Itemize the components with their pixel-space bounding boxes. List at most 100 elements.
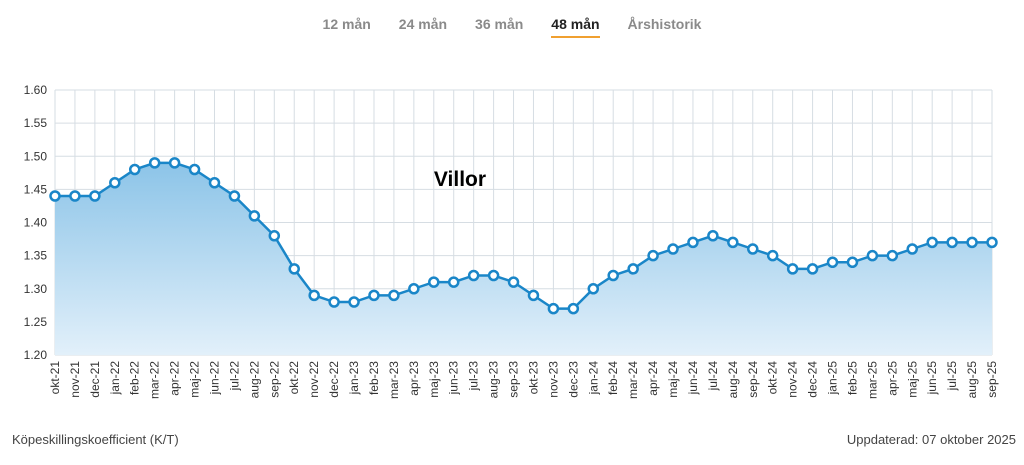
data-point[interactable]: [328, 296, 340, 308]
data-point[interactable]: [148, 157, 161, 169]
data-point[interactable]: [487, 269, 500, 282]
footer-metric-label: Köpeskillingskoefficient (K/T): [12, 432, 179, 447]
data-point[interactable]: [368, 289, 380, 302]
footer-updated: Uppdaterad: 07 oktober 2025: [846, 432, 1016, 447]
x-axis: okt-21 nov-21 dec-21 jan-22 feb-22 mar-22 apr-…: [48, 361, 999, 399]
x-tick-label: okt-22: [287, 361, 301, 395]
data-point[interactable]: [228, 190, 241, 202]
x-tick-label: feb-24: [606, 361, 620, 395]
data-point[interactable]: [547, 302, 560, 315]
data-point[interactable]: [308, 289, 320, 302]
x-tick-label: sep-22: [267, 361, 281, 398]
data-point[interactable]: [747, 243, 759, 255]
y-tick-label: 1.45: [24, 182, 48, 196]
data-point[interactable]: [467, 269, 480, 282]
data-point[interactable]: [766, 249, 779, 262]
x-tick-label: jun-25: [925, 361, 939, 396]
data-point[interactable]: [627, 263, 639, 275]
data-point[interactable]: [208, 177, 221, 189]
data-point[interactable]: [727, 236, 739, 249]
data-point[interactable]: [69, 190, 81, 202]
data-point[interactable]: [348, 296, 360, 308]
x-tick-label: jan-23: [347, 361, 361, 396]
tab-arshistorik[interactable]: Årshistorik: [627, 16, 702, 32]
tab-24-man[interactable]: 24 mån: [398, 16, 448, 32]
x-tick-label: sep-24: [746, 361, 760, 398]
data-point[interactable]: [647, 249, 659, 262]
x-tick-label: sep-23: [507, 361, 521, 398]
data-point[interactable]: [447, 276, 460, 288]
data-point[interactable]: [866, 249, 879, 262]
x-tick-label: apr-24: [646, 361, 660, 396]
data-point[interactable]: [926, 236, 938, 249]
y-tick-label: 1.40: [24, 216, 48, 230]
data-point[interactable]: [268, 230, 281, 242]
data-point[interactable]: [248, 210, 261, 222]
data-point[interactable]: [946, 236, 958, 249]
x-tick-label: maj-22: [188, 361, 202, 398]
y-tick-label: 1.50: [24, 149, 48, 163]
tab-36-man[interactable]: 36 mån: [475, 16, 524, 32]
x-tick-label: dec-22: [327, 361, 341, 398]
y-tick-label: 1.35: [24, 249, 48, 263]
x-tick-label: okt-23: [526, 361, 540, 395]
x-tick-label: maj-23: [427, 361, 441, 398]
x-tick-label: feb-22: [128, 361, 142, 395]
data-point[interactable]: [607, 269, 619, 282]
data-point[interactable]: [188, 163, 201, 176]
x-tick-label: okt-24: [766, 361, 780, 395]
x-tick-label: jun-23: [447, 361, 461, 396]
data-point[interactable]: [408, 283, 420, 295]
data-point[interactable]: [786, 263, 799, 275]
data-point[interactable]: [587, 283, 600, 295]
x-tick-label: feb-25: [845, 361, 859, 395]
y-axis: 1.20 1.25 1.30 1.35 1.40 1.45 1.50 1.55 1.60: [24, 83, 48, 362]
data-point[interactable]: [507, 276, 520, 288]
x-tick-label: nov-21: [68, 361, 82, 398]
data-point[interactable]: [128, 163, 141, 176]
data-point[interactable]: [826, 256, 839, 268]
data-point[interactable]: [89, 190, 101, 202]
data-point[interactable]: [707, 230, 719, 242]
x-tick-label: okt-21: [48, 361, 62, 395]
data-point[interactable]: [667, 243, 679, 255]
x-tick-label: mar-22: [148, 361, 162, 399]
data-point[interactable]: [986, 236, 998, 249]
chart-title: Villor: [434, 168, 486, 191]
data-point[interactable]: [49, 190, 61, 202]
data-point[interactable]: [168, 157, 181, 169]
data-point[interactable]: [846, 256, 859, 268]
data-point[interactable]: [288, 263, 300, 275]
y-tick-label: 1.30: [24, 282, 48, 296]
y-tick-label: 1.55: [24, 116, 48, 130]
data-point[interactable]: [906, 243, 919, 255]
data-point[interactable]: [687, 236, 699, 249]
period-tabs: 12 mån 24 mån 36 mån 48 mån Årshistorik: [0, 14, 1024, 38]
data-point[interactable]: [806, 263, 819, 275]
x-tick-label: mar-23: [387, 361, 401, 399]
x-tick-label: nov-22: [307, 361, 321, 398]
x-tick-label: mar-25: [865, 361, 879, 399]
x-tick-label: jan-25: [826, 361, 840, 396]
data-points: [49, 157, 998, 315]
x-tick-label: apr-22: [168, 361, 182, 396]
data-point[interactable]: [388, 289, 400, 302]
data-point[interactable]: [886, 249, 899, 262]
tab-12-man[interactable]: 12 mån: [322, 16, 371, 32]
tab-48-man[interactable]: 48 mån: [551, 14, 600, 38]
x-tick-label: feb-23: [367, 361, 381, 395]
data-point[interactable]: [109, 177, 121, 189]
x-tick-label: dec-24: [806, 361, 820, 398]
data-point[interactable]: [966, 236, 978, 249]
x-tick-label: nov-23: [546, 361, 560, 398]
x-tick-label: jul-24: [706, 361, 720, 392]
data-point[interactable]: [567, 302, 580, 315]
data-point[interactable]: [428, 276, 440, 288]
data-point[interactable]: [527, 289, 540, 302]
x-tick-label: mar-24: [626, 361, 640, 399]
x-tick-label: jun-22: [207, 361, 221, 396]
y-tick-label: 1.60: [24, 83, 48, 97]
x-tick-label: aug-24: [726, 361, 740, 399]
x-tick-label: nov-24: [786, 361, 800, 398]
